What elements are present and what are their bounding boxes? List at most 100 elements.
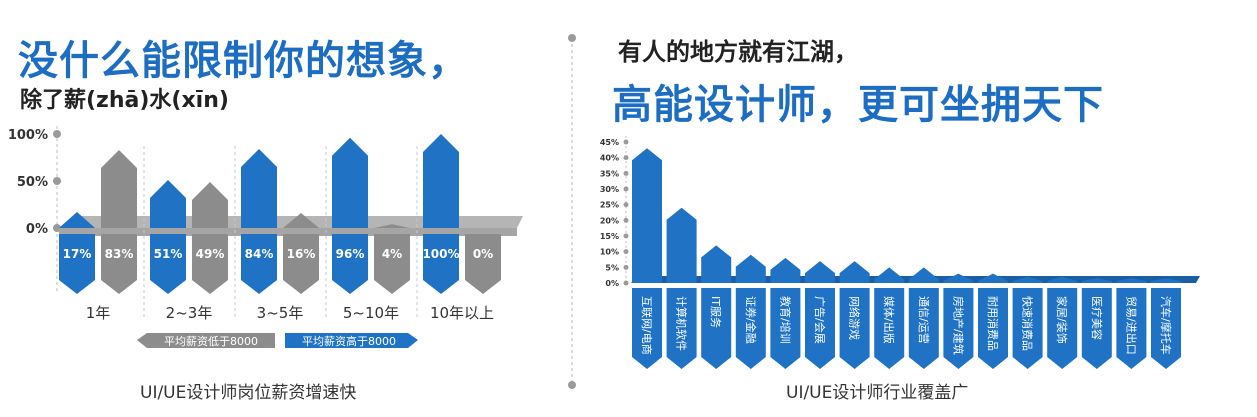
right-bar [908,267,939,283]
right-label-arrow [1047,288,1078,369]
left-headline: 没什么能限制你的想象， [18,38,469,84]
left-data-label: 96% [336,247,365,261]
right-bar [839,261,870,283]
left-subheadline: 除了薪(zhā)水(xīn) [20,88,229,113]
right-y-tick-label: 30% [600,185,619,194]
right-label-arrow [1116,288,1147,369]
right-headline: 有人的地方就有江湖， [618,38,858,66]
left-data-label: 0% [473,247,493,261]
right-category-label: 网络游戏 [848,296,862,340]
left-label-arrow [192,234,228,294]
right-bar [1151,278,1181,283]
right-y-tick-dot [623,202,629,208]
left-label-arrow [332,234,368,294]
right-bar [805,261,835,283]
right-label-arrow [943,288,974,369]
right-bar [1081,278,1112,283]
right-label-arrow [735,288,766,369]
right-category-label: 快速消费品 [1021,296,1035,351]
left-label-arrow [59,234,95,294]
left-y-tick-dot [53,130,61,138]
left-category-label: 3~5年 [257,304,304,322]
left-data-label: 100% [422,247,459,261]
right-label-arrow [632,288,662,369]
right-label-arrow [1012,288,1043,369]
legend-low-label: 平均薪资低于8000 [164,335,258,348]
right-y-tick-dot [623,186,629,192]
right-label-arrow [874,288,905,369]
right-category-label: 耐用消费品 [986,296,1000,351]
left-data-label: 4% [382,247,402,261]
left-y-tick-dot [53,177,61,185]
right-label-arrow [770,288,801,369]
left-bar-gray [374,224,410,228]
right-label-arrow [1151,288,1181,369]
right-y-tick-dot [623,280,629,286]
right-label-arrow [701,288,732,369]
left-y-tick-label: 50% [17,175,48,190]
right-bar [943,273,974,283]
right-label-arrow [666,288,697,369]
left-bar-gray [101,149,137,228]
left-category-label: 2~3年 [166,304,213,322]
right-y-tick-label: 15% [600,232,619,241]
left-category-label: 1年 [86,304,111,322]
right-bar [1012,276,1043,283]
left-bar-blue [150,180,186,228]
right-y-tick-label: 20% [600,216,619,225]
left-chart-caption: UI/UE设计师岗位薪资增速快 [140,383,357,403]
right-category-label: 教育/培训 [778,296,792,344]
right-y-tick-dot [623,139,629,145]
right-y-tick-dot [623,170,629,176]
right-label-arrow [839,288,870,369]
left-bar-blue [332,137,368,228]
left-label-arrow [423,234,459,294]
right-category-label: 汽车/摩托车 [1159,296,1173,355]
left-data-label: 49% [196,247,225,261]
right-bar [1047,276,1078,283]
right-label-arrow [805,288,835,369]
right-bar [666,207,697,283]
right-category-label: 计算机软件 [675,296,689,351]
left-y-tick-label: 100% [8,128,48,143]
left-bar-gray [283,212,319,228]
right-category-label: 家居/装饰 [1055,296,1069,344]
right-bar [1116,278,1147,283]
right-y-tick-dot [623,264,629,270]
left-label-arrow [101,234,137,294]
legend-high-label: 平均薪资高于8000 [302,334,396,348]
right-y-tick-label: 10% [600,248,619,257]
right-y-tick-label: 0% [605,279,619,288]
left-label-arrow [241,234,277,294]
right-category-label: 医疗美容 [1090,296,1104,340]
right-bar [978,273,1008,283]
right-category-label: 通信/运营 [917,296,931,344]
right-bar [632,148,662,283]
right-label-arrow [908,288,939,369]
left-label-arrow [374,234,410,294]
left-ribbon-band [59,228,517,236]
legend-high-tag [285,333,418,348]
right-bar [701,245,732,283]
right-subheadline: 高能设计师，更可坐拥天下 [612,82,1104,128]
right-y-tick-label: 45% [600,138,619,147]
left-bar-blue [59,212,95,228]
right-category-label: 广告/会展 [813,296,826,344]
legend-low-tag [137,333,275,348]
right-y-tick-dot [623,249,629,255]
panel-divider-dot-top [568,34,576,42]
right-y-tick-dot [623,155,629,161]
left-category-label: 10年以上 [430,304,494,322]
left-bar-blue [241,149,277,228]
right-category-label: 互联网/电商 [640,296,654,355]
right-label-arrow [1081,288,1112,369]
left-data-label: 51% [154,247,183,261]
left-data-label: 16% [287,247,316,261]
right-y-tick-label: 35% [600,169,619,178]
left-bar-gray [192,181,228,228]
right-y-tick-label: 25% [600,201,619,210]
left-label-arrow [283,234,319,294]
right-label-arrow [978,288,1008,369]
right-category-label: 媒体/出版 [882,296,896,344]
